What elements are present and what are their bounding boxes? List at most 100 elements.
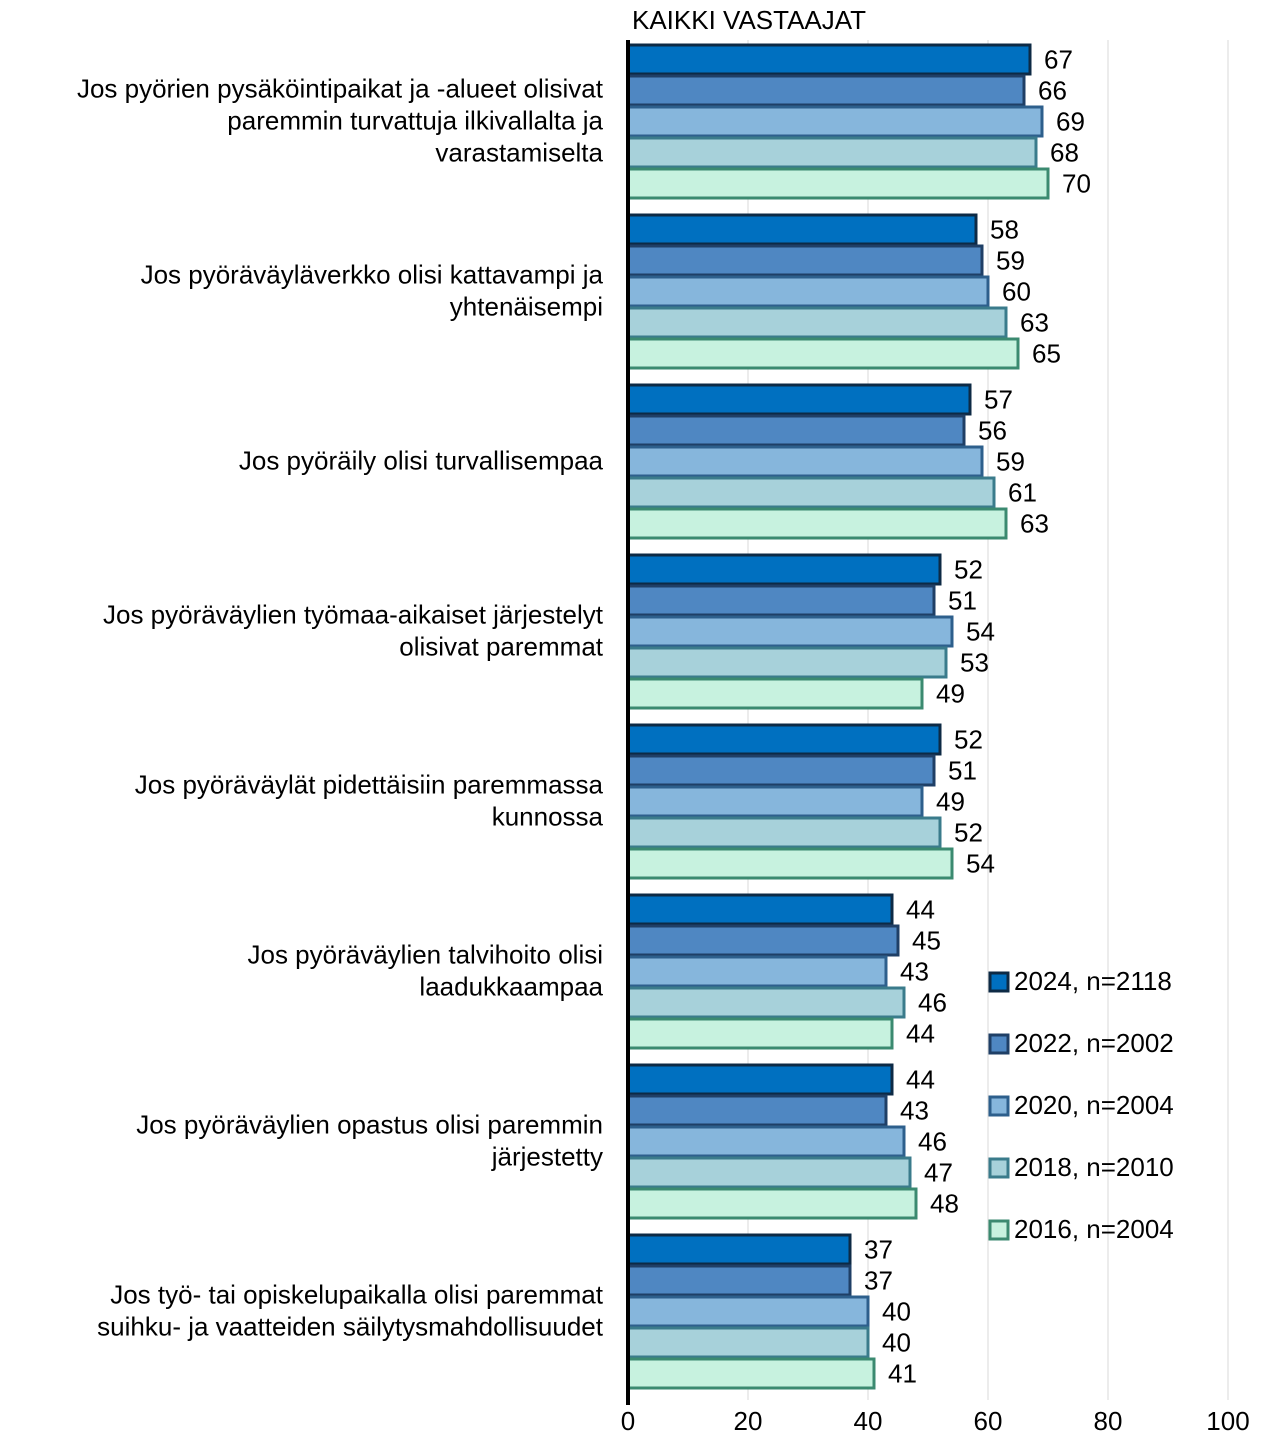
data-label: 37	[864, 1265, 893, 1295]
data-label: 52	[954, 817, 983, 847]
bar	[626, 646, 948, 679]
x-tick-label: 80	[1094, 1406, 1123, 1436]
legend-label: 2018, n=2010	[1014, 1152, 1174, 1182]
x-tick-label: 60	[974, 1406, 1003, 1436]
data-label: 43	[900, 956, 929, 986]
data-label: 46	[918, 987, 947, 1017]
chart-title: KAIKKI VASTAAJAT	[632, 5, 866, 35]
data-label: 69	[1056, 106, 1085, 136]
bar	[626, 1357, 876, 1390]
category-label: Jos työ- tai opiskelupaikalla olisi pare…	[97, 1279, 604, 1341]
legend-label: 2024, n=2118	[1014, 966, 1172, 996]
bar	[626, 337, 1020, 370]
data-label: 46	[918, 1126, 947, 1156]
bar	[626, 816, 942, 849]
x-tick-label: 100	[1206, 1406, 1249, 1436]
data-label: 49	[936, 678, 965, 708]
bar	[626, 723, 942, 756]
data-label: 54	[966, 616, 995, 646]
bar	[626, 414, 966, 447]
legend-marker	[988, 1219, 1010, 1241]
category-label: Jos pyöräväylien opastus olisi paremmin j…	[136, 1109, 603, 1171]
bar	[626, 167, 1050, 200]
data-label: 58	[990, 214, 1019, 244]
bar	[626, 74, 1026, 107]
legend-label: 2022, n=2002	[1014, 1028, 1174, 1058]
data-label: 44	[906, 1064, 935, 1094]
bar	[626, 244, 984, 277]
data-label: 41	[888, 1358, 917, 1388]
legend-marker	[988, 971, 1010, 993]
category-label: Jos pyöräily olisi turvallisempaa	[239, 445, 604, 475]
data-label: 51	[948, 755, 977, 785]
data-label: 59	[996, 245, 1025, 275]
bar	[626, 553, 942, 586]
bar	[626, 1233, 852, 1266]
bar	[626, 893, 894, 926]
data-label: 63	[1020, 307, 1049, 337]
data-label: 37	[864, 1234, 893, 1264]
data-label: 44	[906, 1018, 935, 1048]
bar	[626, 507, 1008, 540]
bar	[626, 1094, 888, 1127]
legend-label: 2020, n=2004	[1014, 1090, 1174, 1120]
bar	[626, 924, 900, 957]
bar	[626, 1264, 852, 1297]
data-label: 52	[954, 724, 983, 754]
bar	[626, 476, 996, 509]
bar	[626, 1017, 894, 1050]
bar	[626, 785, 924, 818]
bar	[626, 615, 954, 648]
legend-marker	[988, 1033, 1010, 1055]
bar	[626, 445, 984, 478]
bar	[626, 43, 1032, 76]
legend-marker	[988, 1095, 1010, 1117]
bar	[626, 847, 954, 880]
bar	[626, 383, 972, 416]
legend-marker	[988, 1157, 1010, 1179]
x-tick-label: 0	[621, 1406, 635, 1436]
data-label: 43	[900, 1095, 929, 1125]
data-label: 63	[1020, 508, 1049, 538]
bar	[626, 1156, 912, 1189]
data-label: 54	[966, 848, 995, 878]
data-label: 59	[996, 446, 1025, 476]
bar	[626, 213, 978, 246]
data-label: 60	[1002, 276, 1031, 306]
bar	[626, 677, 924, 710]
x-tick-label: 40	[854, 1406, 883, 1436]
data-label: 53	[960, 647, 989, 677]
data-label: 47	[924, 1157, 953, 1187]
data-label: 67	[1044, 44, 1073, 74]
bar	[626, 754, 936, 787]
data-label: 65	[1032, 338, 1061, 368]
bar	[626, 1295, 870, 1328]
data-label: 51	[948, 585, 977, 615]
data-label: 40	[882, 1327, 911, 1357]
category-label: Jos pyörien pysäköintipaikat ja -alueet …	[77, 73, 604, 167]
data-label: 40	[882, 1296, 911, 1326]
category-label: Jos pyöräväylien työmaa-aikaiset järjest…	[103, 599, 604, 661]
data-label: 57	[984, 384, 1013, 414]
data-label: 48	[930, 1188, 959, 1218]
data-label: 66	[1038, 75, 1067, 105]
legend-label: 2016, n=2004	[1014, 1214, 1174, 1244]
bar	[626, 1326, 870, 1359]
bar	[626, 986, 906, 1019]
bar	[626, 136, 1038, 169]
category-label: Jos pyöräväylät pidettäisiin paremmassa k…	[135, 769, 604, 831]
bar	[626, 275, 990, 308]
bar	[626, 105, 1044, 138]
bar	[626, 1187, 918, 1220]
bar	[626, 584, 936, 617]
bar	[626, 955, 888, 988]
data-label: 56	[978, 415, 1007, 445]
data-label: 45	[912, 925, 941, 955]
bar	[626, 1063, 894, 1096]
category-label: Jos pyöräväylien talvihoito olisi laadukk…	[247, 939, 603, 1001]
data-label: 61	[1008, 477, 1037, 507]
data-label: 44	[906, 894, 935, 924]
category-label: Jos pyöräväyläverkko olisi kattavampi ja…	[141, 259, 604, 321]
data-label: 70	[1062, 168, 1091, 198]
